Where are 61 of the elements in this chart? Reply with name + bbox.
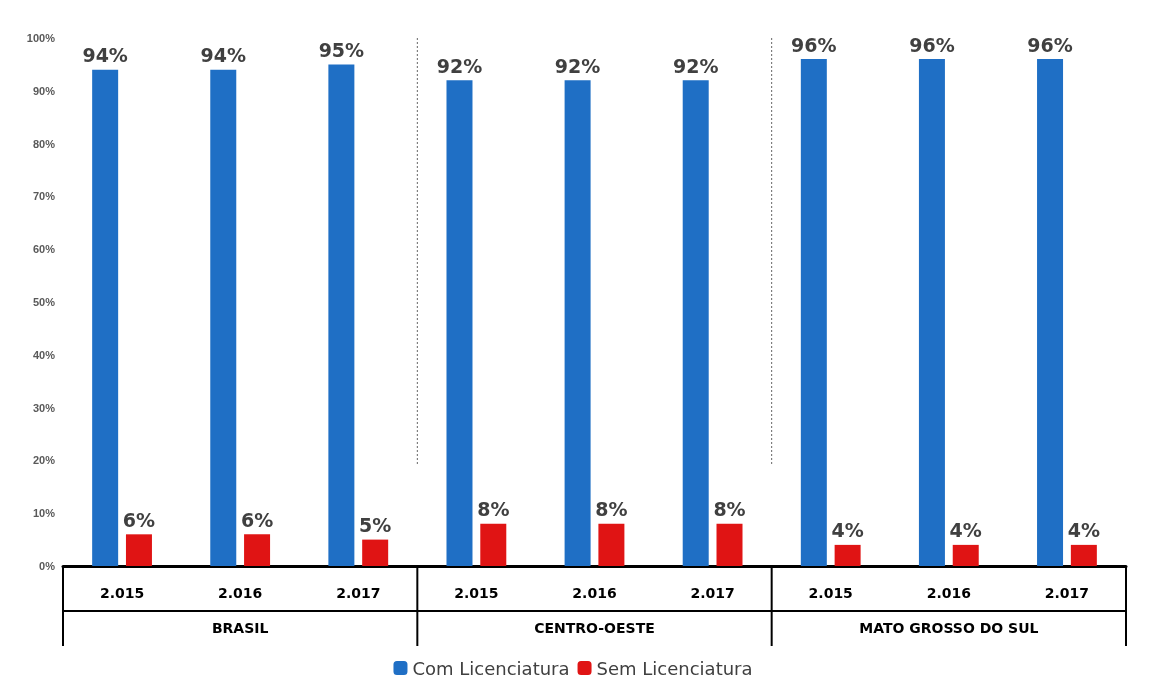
bar bbox=[125, 534, 152, 566]
y-tick-label: 80% bbox=[32, 137, 56, 150]
data-label: 94% bbox=[200, 44, 247, 67]
data-label: 94% bbox=[82, 44, 128, 67]
x-tick-label: 2.016 bbox=[926, 585, 971, 601]
data-label: 92% bbox=[672, 54, 719, 77]
x-tick-label: 2.016 bbox=[572, 585, 617, 601]
text: BRASIL bbox=[211, 620, 269, 636]
data-label: 4% bbox=[949, 519, 982, 542]
bar bbox=[480, 523, 507, 566]
y-tick-label: 70% bbox=[32, 190, 56, 203]
y-tick-label: 90% bbox=[32, 84, 56, 97]
data-label: 92% bbox=[554, 54, 601, 77]
data-label: 6% bbox=[240, 508, 274, 531]
x-tick-label: 2.017 bbox=[690, 585, 735, 601]
data-label: 92% bbox=[436, 54, 483, 77]
data-label: 96% bbox=[909, 33, 955, 56]
bar bbox=[244, 534, 271, 566]
data-label: 96% bbox=[791, 33, 837, 56]
bar bbox=[1037, 59, 1064, 566]
text: MATO GROSSO DO SUL bbox=[859, 620, 1039, 636]
legend-label: Sem Licenciatura bbox=[596, 657, 753, 679]
data-label: 8% bbox=[477, 498, 510, 521]
data-label: 4% bbox=[831, 519, 864, 542]
y-tick-label: 100% bbox=[26, 32, 56, 44]
x-tick-label: 2.017 bbox=[1044, 585, 1090, 601]
x-tick-label: 2.015 bbox=[454, 585, 499, 601]
bar bbox=[328, 64, 355, 566]
data-label: 5% bbox=[359, 514, 392, 537]
y-tick-label: 50% bbox=[32, 296, 56, 308]
bar bbox=[564, 80, 591, 566]
bar bbox=[362, 539, 389, 566]
bar bbox=[800, 59, 827, 566]
legend-label: Com Licenciatura bbox=[412, 657, 570, 679]
x-tick-label: 2.015 bbox=[808, 585, 853, 601]
y-tick-label: 40% bbox=[32, 348, 56, 361]
data-label: 95% bbox=[318, 38, 365, 61]
data-label: 4% bbox=[1067, 519, 1100, 542]
bar bbox=[834, 544, 861, 566]
y-tick-label: 30% bbox=[32, 401, 56, 414]
x-tick-label: 2.015 bbox=[99, 585, 145, 601]
y-tick-label: 60% bbox=[32, 243, 56, 256]
bar bbox=[92, 69, 119, 566]
bar bbox=[918, 59, 945, 566]
data-label: 96% bbox=[1027, 33, 1073, 56]
y-tick-label: 20% bbox=[32, 454, 56, 467]
data-label: 6% bbox=[122, 508, 156, 531]
bar bbox=[446, 80, 473, 566]
bar bbox=[1070, 544, 1097, 566]
bar bbox=[210, 69, 237, 566]
bar bbox=[598, 523, 625, 566]
y-tick-label: 0% bbox=[39, 560, 56, 572]
text: CENTRO-OESTE bbox=[534, 620, 655, 636]
data-label: 8% bbox=[713, 498, 746, 521]
x-tick-label: 2.017 bbox=[336, 585, 381, 601]
bar bbox=[682, 80, 709, 566]
y-tick-label: 10% bbox=[32, 507, 56, 520]
bar bbox=[716, 523, 743, 566]
data-label: 8% bbox=[595, 498, 628, 521]
bar bbox=[952, 544, 979, 566]
x-tick-label: 2.016 bbox=[218, 585, 263, 601]
